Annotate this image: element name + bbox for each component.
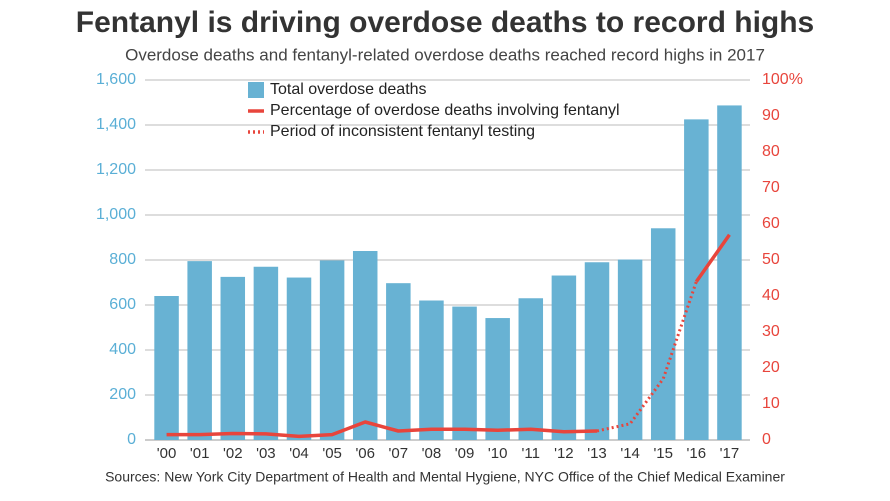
line: [166, 233, 731, 439]
source: Sources: New York City Department of Hea…: [105, 469, 785, 485]
bar: [187, 261, 212, 440]
bar: [650, 228, 676, 440]
bar: [518, 298, 544, 440]
x-tick-label: '01: [190, 445, 210, 462]
bar: [617, 259, 643, 440]
y2-tick-label: 40: [762, 287, 780, 304]
x-tick-label: '08: [422, 445, 442, 462]
bar: [485, 318, 510, 440]
y-tick-label: 800: [109, 251, 136, 268]
x-tick-label: '11: [522, 445, 540, 462]
bar: [584, 262, 610, 440]
x-tick-label: '03: [256, 445, 276, 462]
x-tick-label: '14: [620, 445, 640, 462]
x-tick-label: '00: [157, 445, 177, 462]
bar: [386, 283, 411, 440]
x-tick-label: '10: [488, 445, 508, 462]
y2-tick-label: 80: [762, 143, 780, 160]
y2-tick-label: 30: [762, 323, 780, 340]
y2-tick-label: 90: [762, 107, 780, 124]
y2-tick-label: 10: [762, 395, 780, 412]
bar: [253, 266, 279, 440]
y2-tick-label: 60: [762, 215, 780, 232]
x-tick-label: '04: [289, 445, 309, 462]
x-tick-label: '06: [355, 445, 375, 462]
bar: [551, 275, 577, 440]
x-tick-label: '15: [653, 445, 673, 462]
bar: [220, 276, 246, 440]
y-tick-label: 0: [127, 431, 136, 448]
bar: [452, 306, 477, 440]
bar: [717, 105, 742, 441]
x-tick-label: '13: [587, 445, 607, 462]
legend-swatch: [248, 82, 264, 98]
legend-label: Period of inconsistent fentanyl testing: [270, 123, 535, 140]
y2-tick-label: 50: [762, 251, 780, 268]
y2-tick-label: 70: [762, 179, 780, 196]
y2-tick-label: 100%: [762, 71, 803, 88]
y-tick-label: 200: [109, 386, 136, 403]
bar: [319, 260, 345, 440]
dotted-line: [596, 281, 698, 433]
x-tick-label: '17: [720, 445, 740, 462]
y-tick-label: 1,400: [96, 116, 136, 133]
y-tick-label: 400: [109, 341, 136, 358]
x-tick-label: '02: [223, 445, 243, 462]
x-tick-label: '05: [322, 445, 342, 462]
x-tick-label: '07: [389, 445, 409, 462]
y-tick-label: 1,000: [96, 206, 136, 223]
bar: [419, 300, 444, 440]
bar: [286, 277, 312, 440]
y-tick-label: 600: [109, 296, 136, 313]
y-tick-label: 1,600: [96, 71, 136, 88]
y-tick-label: 1,200: [96, 161, 136, 178]
x-tick-label: '16: [687, 445, 707, 462]
legend-label: Percentage of overdose deaths involving …: [270, 102, 620, 119]
chart-title: Fentanyl is driving overdose deaths to r…: [76, 6, 815, 39]
y2-tick-label: 20: [762, 359, 780, 376]
x-tick-label: '09: [455, 445, 475, 462]
bar: [154, 296, 179, 440]
y2-tick-label: 0: [762, 431, 771, 448]
x-tick-label: '12: [554, 445, 574, 462]
chart-subtitle: Overdose deaths and fentanyl-related ove…: [125, 45, 765, 64]
bar: [352, 251, 378, 440]
legend-label: Total overdose deaths: [270, 81, 427, 98]
